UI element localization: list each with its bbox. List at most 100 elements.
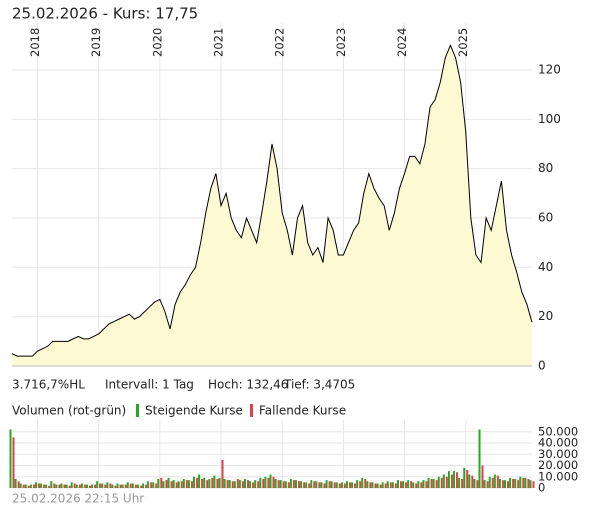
volume-bar [430,479,433,488]
volume-bar [468,474,471,488]
volume-bar [83,484,86,488]
volume-bar [99,483,102,488]
volume-bar [318,482,321,488]
volume-bar [254,480,257,488]
volume-bar [512,479,515,488]
y-tick-label: 120 [538,63,561,77]
volume-bar [422,480,425,488]
y-tick-label: 80 [538,161,553,175]
volume-title: Volumen (rot-grün) [12,404,126,418]
x-tick-label: 2021 [212,28,226,57]
volume-bar [325,480,328,488]
volume-bar [491,477,494,488]
volume-tick-label: 20.000 [538,458,578,472]
volume-bar [182,479,185,488]
y-tick-label: 0 [538,359,546,373]
volume-bar [29,484,32,488]
volume-bar [493,474,496,488]
volume-bar [359,481,362,488]
volume-bar [208,479,211,488]
volume-bar [91,484,94,488]
volume-tick-label: 40.000 [538,436,578,450]
volume-bar [473,479,476,488]
volume-bar [323,483,326,488]
legend-swatch [250,404,253,417]
volume-bar [292,480,295,488]
volume-bar [471,475,474,488]
volume-bar [420,482,423,488]
volume-bar [73,483,76,488]
y-tick-label: 20 [538,309,553,323]
volume-bar [124,484,127,488]
x-tick-label: 2025 [456,28,470,57]
volume-bar [371,482,374,488]
volume-bar [53,483,56,488]
volume-bar [514,479,517,488]
volume-bar [228,480,231,488]
volume-bar [32,484,35,488]
volume-bar [407,480,410,488]
volume-bar [65,484,68,488]
volume-bar [402,481,405,488]
volume-bar [440,477,443,488]
volume-bar [185,480,188,488]
volume-bar [63,484,66,488]
volume-bar [104,484,107,488]
volume-bar [96,481,99,488]
volume-tick-label: 30.000 [538,447,578,461]
volume-bar [190,481,193,488]
volume-bar [351,482,354,488]
volume-bar [218,477,221,488]
volume-bar [274,479,277,488]
volume-bar [519,476,522,488]
volume-bar [364,479,367,488]
volume-bar [247,480,250,488]
volume-bar [119,484,122,488]
volume-bar [121,484,124,488]
volume-bar [45,484,48,488]
volume-bar [157,479,160,488]
x-tick-label: 2024 [395,28,409,57]
volume-bar [374,483,377,488]
volume-bar [196,477,199,488]
volume-bar [155,483,158,488]
stat: Hoch: 132,46 [208,378,288,392]
volume-bar [394,483,397,488]
volume-bar [384,483,387,488]
volume-bar [496,475,499,488]
volume-bar [111,484,114,488]
volume-bar [437,476,440,488]
volume-bar [481,465,484,488]
volume-bar [12,437,15,488]
volume-bar [348,482,351,488]
volume-bar [466,470,469,488]
volume-bar [55,484,58,488]
volume-bar [142,483,145,488]
volume-bar [412,482,415,488]
volume-bar [187,480,190,488]
volume-bar [48,485,51,488]
volume-bar [150,482,153,488]
volume-bar [226,480,229,488]
volume-bar [231,481,234,488]
volume-bar [201,479,204,488]
volume-bar [106,482,109,488]
volume-bar [432,479,435,488]
volume-bar [343,483,346,488]
volume-bar [427,477,430,488]
chart-title: 25.02.2026 - Kurs: 17,75 [12,5,198,23]
volume-bar [501,480,504,488]
volume-bar [34,482,37,488]
volume-bar [131,483,134,488]
volume-bar [391,482,394,488]
volume-bar [134,484,137,488]
volume-bar [223,479,226,488]
volume-bar [340,482,343,488]
volume-bar [147,481,150,488]
x-tick-label: 2018 [28,28,42,57]
volume-bar [315,481,318,488]
volume-bar [177,481,180,488]
volume-bar [345,481,348,488]
volume-bar [310,480,313,488]
volume-bar [211,477,214,488]
